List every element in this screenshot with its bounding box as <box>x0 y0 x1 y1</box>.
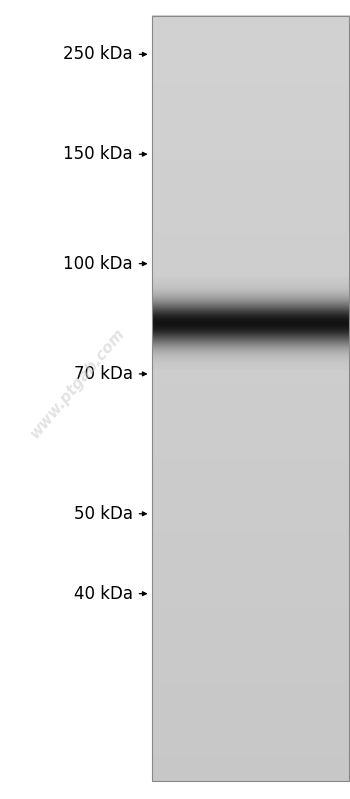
Text: www.ptgab.com: www.ptgab.com <box>27 326 127 441</box>
Text: 50 kDa: 50 kDa <box>74 505 133 523</box>
Text: 40 kDa: 40 kDa <box>74 585 133 602</box>
Text: 150 kDa: 150 kDa <box>63 145 133 163</box>
Bar <box>152 16 349 781</box>
Text: 70 kDa: 70 kDa <box>74 365 133 383</box>
Text: 250 kDa: 250 kDa <box>63 46 133 63</box>
Text: 100 kDa: 100 kDa <box>63 255 133 272</box>
